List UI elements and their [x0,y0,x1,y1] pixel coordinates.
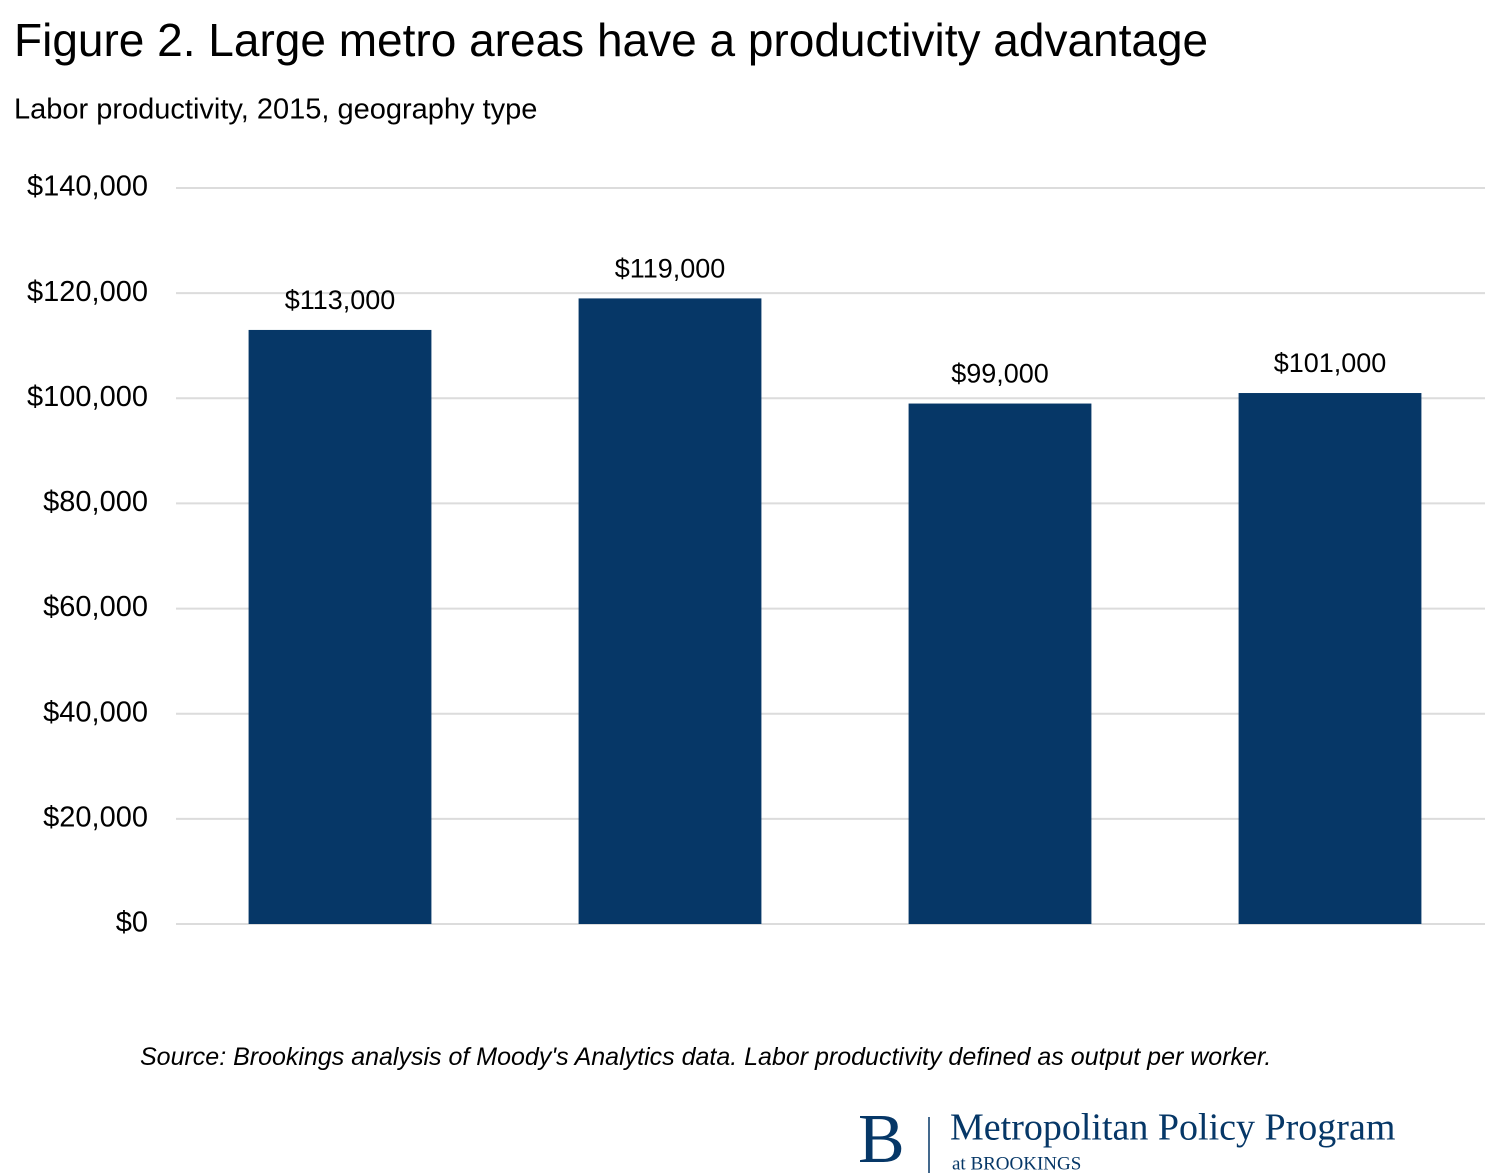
source-note: Source: Brookings analysis of Moody's An… [140,1043,1272,1071]
bar [578,298,762,924]
y-tick-label: $0 [116,907,148,939]
y-tick-label: $20,000 [43,802,148,834]
value-label: $99,000 [951,359,1049,389]
y-tick-label: $140,000 [27,171,148,203]
logo-name: Metropolitan Policy Program [950,1107,1395,1149]
logo-sub: at BROOKINGS [952,1153,1081,1173]
chart-subtitle: Labor productivity, 2015, geography type [14,94,537,126]
y-tick-label: $100,000 [27,381,148,413]
bar [1238,393,1422,924]
y-tick-label: $60,000 [43,591,148,623]
logo-mark: B [858,1101,905,1173]
y-tick-label: $120,000 [27,276,148,308]
value-label: $101,000 [1274,348,1387,378]
chart-title: Figure 2. Large metro areas have a produ… [14,14,1208,66]
logo: B Metropolitan Policy Program at BROOKIN… [858,1101,1395,1173]
bar [248,329,432,924]
y-tick-label: $80,000 [43,486,148,518]
value-label: $119,000 [615,254,726,284]
value-label: $113,000 [285,285,396,315]
y-tick-label: $40,000 [43,696,148,728]
bar [908,403,1092,924]
